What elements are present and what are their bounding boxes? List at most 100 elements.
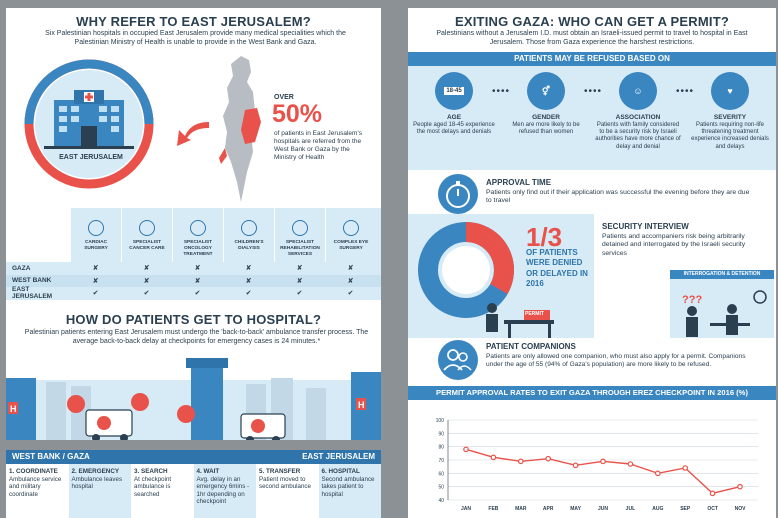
specialty-column: COMPLEX EYE SURGERY: [325, 208, 376, 300]
reasons-row: 18-45 AGE People aged 18-45 experience the…: [408, 70, 776, 170]
step-title: 2. EMERGENCY: [71, 468, 120, 475]
age-badge: 18-45: [444, 87, 464, 95]
over-text: OVER: [274, 94, 294, 101]
region-mark: ✘: [143, 277, 150, 285]
region-row: GAZA ✘ ✘ ✘ ✘ ✘ ✘: [6, 262, 381, 275]
x-tick-label: JUN: [598, 506, 608, 512]
companions-icon: [438, 340, 478, 380]
step-title: 4. WAIT: [196, 468, 220, 475]
x-tick-label: SEP: [680, 506, 691, 512]
specialty-column: SPECIALIST CANCER CARE: [121, 208, 172, 300]
heartbeat-icon: ♥: [711, 72, 749, 110]
x-tick-label: NOV: [735, 506, 747, 512]
region-name: WEST BANK: [12, 277, 52, 285]
region-mark: ✔: [92, 290, 99, 298]
donut-icon: [418, 222, 514, 318]
percent-value: 50%: [272, 100, 323, 128]
interrogation-label: INTERROGATION & DETENTION: [670, 270, 774, 279]
reason-association: ☺ ASSOCIATION Patients with family conside…: [592, 70, 693, 170]
reason-gender: ⚥ GENDER Men are more likely to be refused…: [500, 70, 601, 170]
y-tick-label: 40: [438, 498, 444, 504]
x-tick-label: APR: [543, 506, 554, 512]
specialty-icon: [139, 220, 155, 236]
specialty-icon: [88, 220, 104, 236]
why-refer-intro: Six Palestinian hospitals in occupied Ea…: [45, 30, 346, 46]
region-mark: ✔: [194, 290, 201, 298]
percent-description: of patients in East Jerusalem's hospital…: [274, 130, 362, 162]
region-name: GAZA: [12, 264, 31, 272]
reason-text: People aged 18-45 experience the most de…: [413, 122, 495, 136]
specialty-column: SPECIALIST ONCOLOGY TREATMENT: [172, 208, 223, 300]
region-mark: ✔: [245, 290, 252, 298]
data-point: [737, 483, 743, 490]
data-point: [572, 462, 579, 469]
x-tick-label: AUG: [652, 506, 663, 512]
reason-title: ASSOCIATION: [615, 114, 661, 121]
step-card: 3. SEARCH At checkpoint ambulance is sear…: [131, 464, 194, 518]
right-panel: EXITING GAZA: WHO CAN GET A PERMIT? Pale…: [408, 8, 776, 518]
reason-age: 18-45 AGE People aged 18-45 experience the…: [408, 70, 509, 170]
step-card: 5. TRANSFER Patient moved to second ambul…: [256, 464, 319, 518]
approval-title: APPROVAL TIME: [486, 178, 552, 187]
specialty-label: CHILDREN'S DIALYSIS: [234, 240, 264, 251]
y-tick-label: 90: [438, 431, 444, 437]
region-mark: ✘: [92, 277, 99, 285]
x-tick-label: MAR: [515, 506, 527, 512]
person-icon: ☺: [619, 72, 657, 110]
hospital-illustration: [24, 59, 154, 189]
specialty-label: SPECIALIST ONCOLOGY TREATMENT: [183, 240, 213, 257]
steps-row: 1. COORDINATE Ambulance service and milit…: [6, 464, 381, 518]
region-name: EAST JERUSALEM: [12, 286, 53, 301]
dots-divider: ••••: [491, 86, 510, 97]
step-text: Second ambulance takes patient to hospit…: [321, 476, 375, 498]
data-point: [463, 446, 469, 453]
exiting-gaza-intro: Palestinians without a Jerusalem I.D. mu…: [436, 30, 748, 46]
data-point: [545, 455, 552, 462]
companions-title: PATIENT COMPANIONS: [486, 342, 576, 351]
x-tick-label: OCT: [707, 506, 718, 512]
y-tick-label: 60: [438, 471, 444, 477]
region-row: WEST BANK ✘ ✘ ✘ ✘ ✘ ✘: [6, 274, 381, 288]
chart-title: PERMIT APPROVAL RATES TO EXIT GAZA THROU…: [408, 386, 776, 400]
data-point: [490, 454, 497, 461]
step-text: Ambulance leaves hospital: [71, 476, 123, 491]
specialty-column: CHILDREN'S DIALYSIS: [223, 208, 274, 300]
map-icon: [219, 56, 261, 202]
data-point: [655, 470, 661, 477]
region-mark: ✘: [245, 265, 252, 273]
svg-text:???: ???: [682, 294, 702, 306]
reason-title: SEVERITY: [713, 114, 747, 121]
reason-title: GENDER: [532, 114, 560, 121]
reason-text: Men are more likely to be refused than w…: [512, 122, 580, 136]
step-card: 1. COORDINATE Ambulance service and milit…: [6, 464, 69, 518]
interrogation-illustration: INTERROGATION & DETENTION ???: [670, 270, 774, 338]
specialty-icon: [292, 220, 308, 236]
stopwatch-icon: [438, 174, 478, 214]
how-patients-title: HOW DO PATIENTS GET TO HOSPITAL?: [65, 312, 322, 327]
data-point: [518, 458, 524, 465]
step-text: Patient moved to second ambulance: [259, 476, 311, 491]
security-title: SECURITY INTERVIEW: [602, 222, 689, 231]
step-text: Avg. delay in an emergency 6mins - 1hr d…: [196, 476, 250, 506]
arrow-icon: [177, 122, 209, 146]
specialty-icon: [190, 220, 206, 236]
fraction-value: 1/3: [526, 222, 563, 252]
approval-text: Patients only find out if their applicat…: [486, 189, 750, 205]
dots-divider: ••••: [675, 86, 694, 97]
route-bar: WEST BANK / GAZA EAST JERUSALEM: [6, 450, 381, 464]
region-mark: ✘: [143, 265, 150, 273]
x-tick-label: JAN: [461, 506, 471, 512]
specialty-label: SPECIALIST CANCER CARE: [129, 240, 165, 251]
y-tick-label: 100: [436, 418, 445, 424]
from-label: WEST BANK / GAZA: [12, 452, 90, 461]
step-title: 3. SEARCH: [134, 468, 168, 475]
specialty-icon: [343, 220, 359, 236]
step-title: 1. COORDINATE: [9, 468, 58, 475]
region-mark: ✔: [296, 290, 303, 298]
region-mark: ✘: [347, 277, 354, 285]
permit-label: PERMIT: [525, 311, 544, 317]
refused-bar: PATIENTS MAY BE REFUSED BASED ON: [408, 52, 776, 66]
step-card: 2. EMERGENCY Ambulance leaves hospital: [68, 464, 131, 518]
x-tick-label: FEB: [488, 506, 498, 512]
step-text: At checkpoint ambulance is searched: [134, 476, 172, 498]
